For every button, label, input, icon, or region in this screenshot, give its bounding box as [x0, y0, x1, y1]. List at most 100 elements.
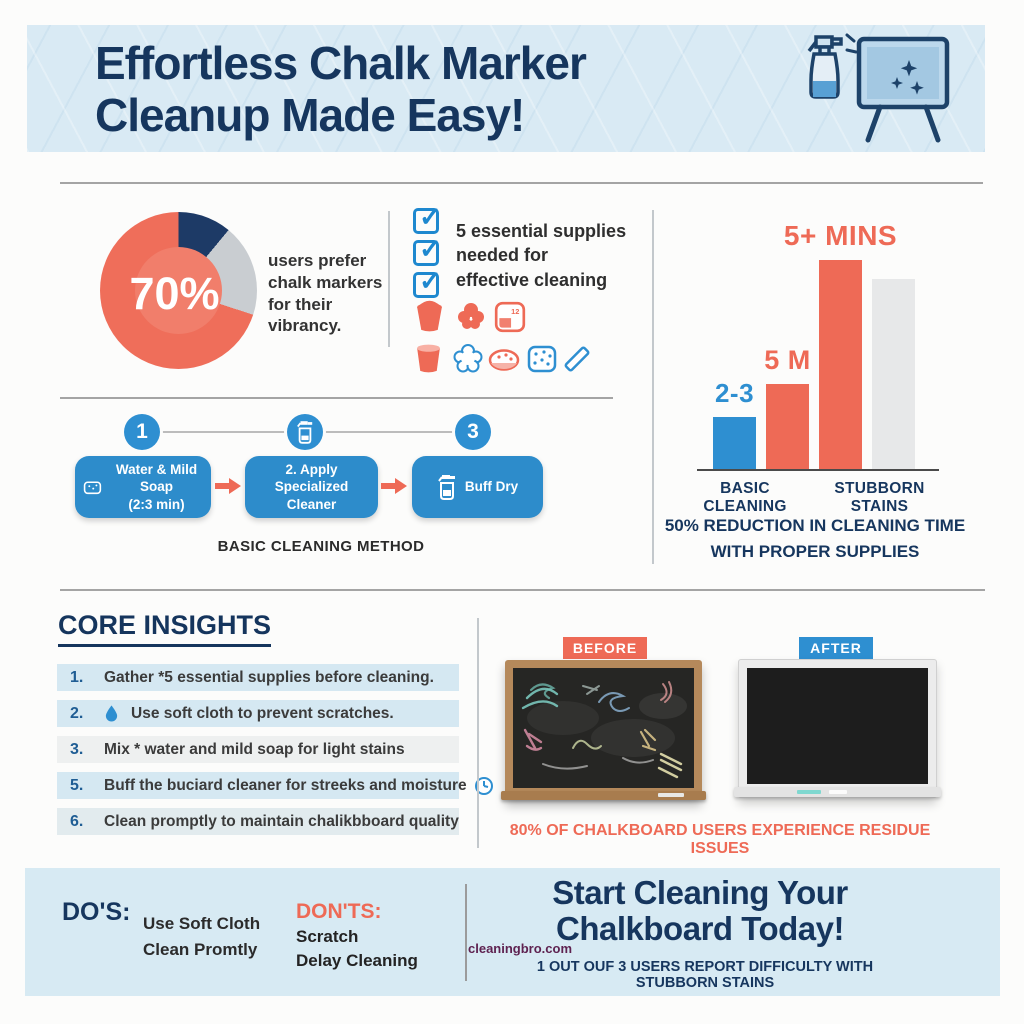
bar-value-label: 5+ MINS [783, 220, 898, 251]
step-2-box: 2. Apply Specialized Cleaner [245, 456, 378, 518]
steps-caption: BASIC CLEANING METHOD [217, 538, 425, 555]
pie-center-label: 70% [129, 267, 220, 319]
before-tag: BEFORE [563, 637, 647, 659]
bar-value-label: 5 M [764, 345, 811, 375]
insights-heading: CORE INSIGHTS [58, 610, 272, 647]
supplies-line-1: 5 essential supplies [456, 221, 627, 241]
footer-subtext: 1 OUT OUF 3 USERS REPORT DIFFICULTY WITH… [536, 959, 874, 991]
sponge-icon [488, 349, 520, 371]
supplies-line-3: effective cleaning [456, 269, 608, 290]
donts-list: Scratch Delay Cleaning [296, 925, 418, 973]
divider-vertical-footer [465, 884, 467, 981]
footer-banner [25, 868, 1000, 996]
divider-vertical-3 [477, 618, 479, 848]
bar-basic-blue [713, 417, 756, 470]
bucket-icon [417, 300, 442, 332]
bar-chart-caption-line-2: WITH PROPER SUPPLIES [710, 541, 920, 561]
header-banner: Effortless Chalk Marker Cleanup Made Eas… [27, 25, 985, 152]
insight-number: 2. [70, 704, 84, 722]
divider-header [60, 182, 983, 184]
bar-basic-coral [766, 384, 809, 470]
scrub-pad-icon [527, 345, 557, 373]
watermark: cleaningbro.com [468, 941, 573, 956]
donts-item: Scratch [296, 927, 359, 946]
spray-bottle-icon [438, 475, 455, 500]
cleaning-time-bar-chart: 2-3 5 M 5+ MINS [695, 220, 940, 470]
chalk-stick-icon [564, 346, 590, 372]
checkbox-checked-icon: ✓ [413, 266, 442, 298]
supplies-line-2: needed for [456, 245, 549, 266]
splat-icon [458, 303, 484, 329]
chalkboard-before-tray [501, 791, 706, 800]
step-3-number: 3 [467, 420, 479, 443]
chalk-scribbles [521, 681, 687, 779]
insight-number: 3. [70, 740, 84, 758]
droplet-icon [105, 705, 118, 722]
insight-text: Clean promptly to maintain chalikbboard … [104, 812, 459, 830]
insight-text: Use soft cloth to prevent scratches. [131, 704, 394, 722]
chalkboard-before-surface [513, 668, 694, 788]
chalk-piece [797, 790, 821, 794]
chalkboard-after [734, 659, 941, 798]
arrow-right-icon [215, 478, 241, 494]
bar-chart-baseline [697, 469, 939, 471]
checkbox-checked-icon: ✓ [413, 202, 442, 234]
arrow-right-icon [381, 478, 407, 494]
bar-value-label: 2-3 [714, 378, 755, 408]
checkbox-checked-icon: ✓ [413, 234, 442, 266]
insight-text: Mix * water and mild soap for light stai… [104, 740, 405, 758]
page-title: Effortless Chalk Marker Cleanup Made Eas… [95, 37, 587, 142]
chalk-piece [829, 790, 847, 794]
pie-caption: users prefer chalk markers for their vib… [268, 251, 383, 336]
flower-icon [453, 344, 483, 373]
insight-number: 6. [70, 812, 84, 830]
step-3-label: Buff Dry [464, 479, 519, 495]
title-line-2: Cleanup Made Easy! [95, 89, 525, 142]
step-1-box: Water & Mild Soap (2:3 min) [75, 456, 211, 518]
divider-vertical-2 [652, 210, 654, 564]
chalk-piece [658, 793, 684, 797]
sponge-card-icon: 12 [494, 301, 526, 333]
bar-column: 5 M [764, 345, 811, 470]
spray-bottle-chalkboard-icon [807, 33, 950, 143]
supplies-text: 5 essential supplies needed for effectiv… [456, 219, 626, 292]
bar-chart-caption: 50% REDUCTION IN CLEANING TIME WITH PROP… [655, 513, 975, 564]
insight-row-5: 6. Clean promptly to maintain chalikbboa… [57, 808, 459, 835]
donts-item: Delay Cleaning [296, 950, 418, 970]
axis-label-stubborn-stains: STUBBORN STAINS [834, 480, 925, 515]
dos-list: Use Soft Cloth Clean Promtly [143, 911, 260, 962]
cta-line-1: Start Cleaning Your [552, 874, 848, 911]
step-1-label: Water & Mild Soap (2:3 min) [115, 461, 198, 512]
insight-row-1: 1. Gather *5 essential supplies before c… [57, 664, 459, 691]
clock-icon [474, 776, 493, 795]
spray-bottle-icon [297, 421, 313, 444]
title-line-1: Effortless Chalk Marker [95, 37, 587, 89]
svg-text:12: 12 [511, 307, 519, 316]
step-3-box: Buff Dry [412, 456, 543, 518]
bar-column: 5+ MINS [784, 220, 897, 470]
step-2-badge [287, 414, 323, 450]
dos-label: DO'S: [62, 898, 131, 926]
after-tag: AFTER [799, 637, 873, 659]
comparison-caption: 80% OF CHALKBOARD USERS EXPERIENCE RESID… [509, 822, 931, 857]
insight-text: Buff the buciard cleaner for streeks and… [104, 776, 467, 794]
insight-row-2: 2. Use soft cloth to prevent scratches. [57, 700, 459, 727]
axis-label-basic-cleaning: BASIC CLEANING [703, 480, 787, 515]
insight-text: Gather *5 essential supplies before clea… [104, 668, 434, 686]
chalkboard-before [501, 660, 706, 800]
chalkboard-after-surface [747, 668, 928, 784]
bar-stubborn-coral [819, 260, 862, 470]
step-3-badge: 3 [455, 414, 491, 450]
bar-stubborn-gray [872, 279, 915, 470]
bar-column: 2-3 [713, 378, 756, 470]
bar-chart-caption-line-1: 50% REDUCTION IN CLEANING TIME [664, 516, 966, 535]
pie-chart: 70% [100, 212, 257, 369]
dos-item: Use Soft Cloth [143, 914, 261, 933]
insight-row-4: 5. Buff the buciard cleaner for streeks … [57, 772, 493, 799]
divider-vertical-1 [388, 211, 390, 347]
divider-sections [60, 589, 985, 591]
pie-chart-center [134, 246, 223, 335]
insight-number: 5. [70, 776, 84, 794]
divider-steps-top [60, 397, 613, 399]
